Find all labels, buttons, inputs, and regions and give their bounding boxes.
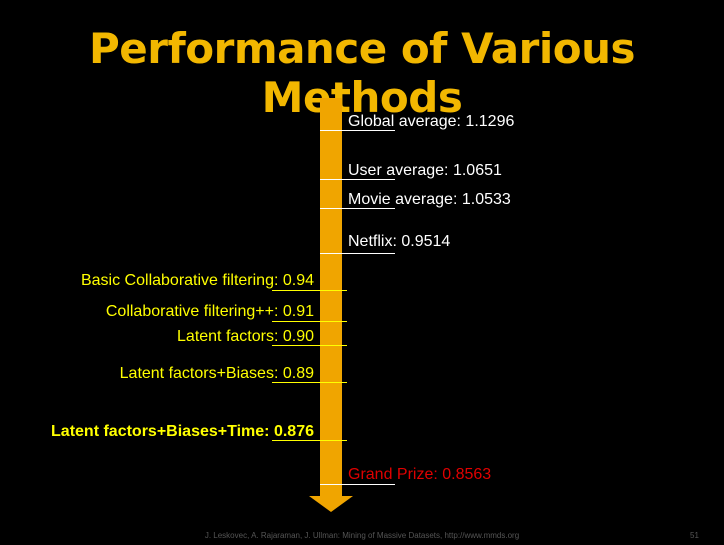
label-text: User average: — [348, 162, 449, 179]
label-value: 1.1296 — [465, 113, 515, 130]
label-latent-biases-time: Latent factors+Biases+Time: 0.876 — [51, 423, 314, 441]
label-text: Latent factors+Biases: — [119, 365, 279, 382]
tick-basic-cf — [272, 290, 347, 291]
label-value: 0.89 — [282, 365, 314, 382]
label-value: 0.8563 — [442, 466, 492, 483]
label-value: 1.0651 — [452, 162, 502, 179]
label-text: Basic Collaborative filtering: — [80, 272, 279, 289]
label-netflix: Netflix: 0.9514 — [348, 233, 450, 251]
tick-user-average — [320, 179, 395, 180]
label-value: 0.9514 — [401, 233, 451, 250]
tick-grand-prize — [320, 484, 395, 485]
label-value: 0.876 — [273, 423, 314, 440]
label-text: Movie average: — [348, 191, 458, 208]
label-grand-prize: Grand Prize: 0.8563 — [348, 466, 491, 484]
tick-netflix — [320, 253, 395, 254]
arrow-down-icon — [309, 496, 353, 512]
label-latent-biases: Latent factors+Biases: 0.89 — [120, 365, 314, 383]
rmse-arrow-shaft — [320, 98, 342, 496]
label-value: 0.90 — [282, 328, 314, 345]
label-value: 0.94 — [282, 272, 314, 289]
label-value: 0.91 — [282, 303, 314, 320]
slide-title: Performance of Various Methods — [89, 24, 636, 122]
label-basic-cf: Basic Collaborative filtering: 0.94 — [81, 272, 314, 290]
label-text: Latent factors+Biases+Time: — [51, 423, 270, 440]
label-global-average: Global average: 1.1296 — [348, 113, 514, 131]
label-user-average: User average: 1.0651 — [348, 162, 502, 180]
label-movie-average: Movie average: 1.0533 — [348, 191, 511, 209]
tick-latent-biases — [272, 382, 347, 383]
tick-global-average — [320, 130, 395, 131]
tick-latent-factors — [272, 345, 347, 346]
label-text: Latent factors: — [177, 328, 279, 345]
label-text: Global average: — [348, 113, 461, 130]
tick-cf-plus — [272, 321, 347, 322]
label-text: Grand Prize: — [348, 466, 438, 483]
tick-movie-average — [320, 208, 395, 209]
page-number: 51 — [690, 531, 699, 540]
label-text: Collaborative filtering++: — [105, 303, 279, 320]
slide-footer: J. Leskovec, A. Rajaraman, J. Ullman: Mi… — [204, 531, 520, 540]
label-cf-plus: Collaborative filtering++: 0.91 — [106, 303, 314, 321]
label-value: 1.0533 — [461, 191, 511, 208]
label-latent-factors: Latent factors: 0.90 — [177, 328, 314, 346]
tick-latent-biases-time — [272, 440, 347, 441]
label-text: Netflix: — [348, 233, 397, 250]
